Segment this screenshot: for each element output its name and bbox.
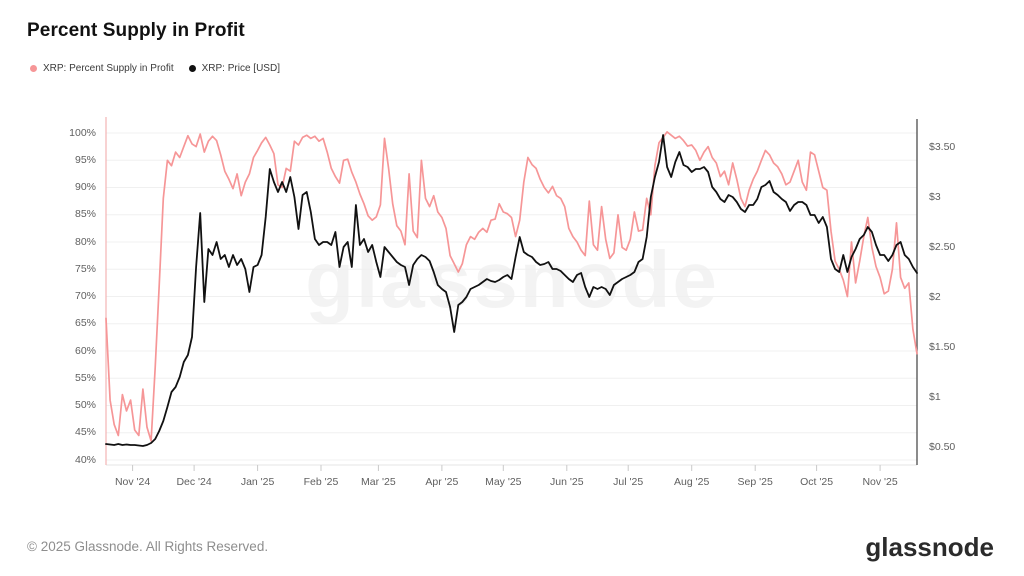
y-left-tick-label: 55% [74, 371, 96, 384]
x-tick-label: Jul '25 [613, 476, 644, 488]
legend-item-supply-in-profit[interactable]: XRP: Percent Supply in Profit [30, 63, 174, 74]
legend-item-price[interactable]: XRP: Price [USD] [188, 63, 280, 74]
y-right-tick-label: $1 [929, 390, 941, 403]
y-left-tick-label: 100% [69, 126, 96, 139]
legend-dot-price-icon [188, 65, 196, 72]
y-left-tick-label: 90% [74, 181, 96, 193]
x-tick-label: Nov '24 [114, 476, 151, 488]
x-tick-label: Sep '25 [737, 476, 773, 488]
y-left-tick-label: 75% [74, 262, 96, 275]
x-tick-label: Dec '24 [176, 476, 212, 488]
legend-dot-supply-icon [30, 65, 37, 72]
x-tick-label: Aug '25 [674, 476, 710, 488]
y-right-tick-label: $3.50 [929, 140, 956, 153]
y-left-tick-label: 85% [74, 208, 96, 221]
y-right-tick-label: $2 [929, 290, 941, 303]
x-tick-label: Jun '25 [550, 476, 584, 488]
x-tick-label: May '25 [485, 476, 522, 488]
y-right-tick-label: $2.50 [929, 240, 956, 253]
y-left-tick-label: 50% [74, 399, 96, 411]
x-tick-label: Jan '25 [240, 476, 275, 488]
page-title: Percent Supply in Profit [27, 20, 245, 41]
y-left-tick-label: 70% [74, 290, 96, 302]
x-tick-label: Oct '25 [800, 476, 834, 488]
copyright-text: © 2025 Glassnode. All Rights Reserved. [27, 539, 269, 554]
supply-in-profit-line [105, 131, 918, 442]
legend-label-supply: XRP: Percent Supply in Profit [43, 63, 174, 74]
legend: XRP: Percent Supply in Profit XRP: Price… [30, 63, 280, 74]
y-left-tick-label: 40% [74, 453, 96, 466]
y-left-tick-label: 95% [74, 153, 96, 166]
x-tick-label: Mar '25 [361, 476, 396, 488]
legend-label-price: XRP: Price [USD] [201, 63, 280, 74]
x-tick-label: Apr '25 [425, 476, 459, 488]
price-line [105, 134, 918, 447]
glassnode-logo: glassnode [865, 532, 994, 562]
y-right-tick-label: $3 [929, 190, 941, 203]
x-tick-label: Nov '25 [862, 476, 898, 488]
y-left-tick-label: 45% [74, 426, 96, 439]
x-tick-label: Feb '25 [303, 476, 339, 488]
y-right-tick-label: $0.50 [929, 440, 956, 453]
y-left-tick-label: 80% [74, 235, 96, 248]
y-right-tick-label: $1.50 [929, 340, 956, 353]
y-left-tick-label: 60% [74, 344, 96, 357]
y-left-tick-label: 65% [74, 317, 96, 330]
